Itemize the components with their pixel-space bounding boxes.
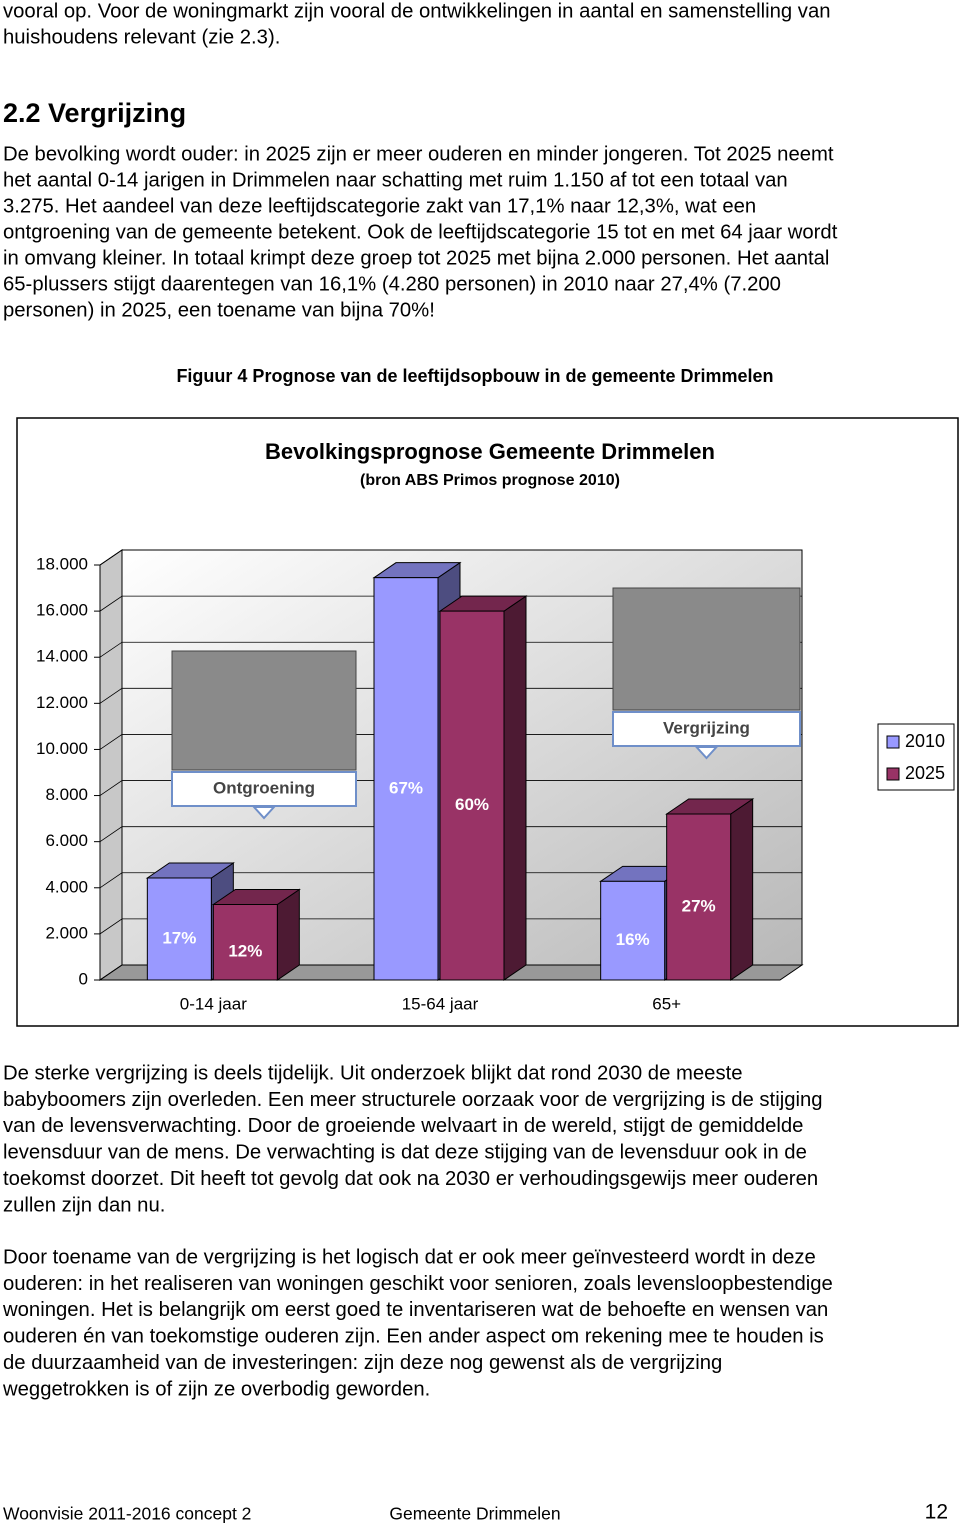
x-tick-label: 65+ (652, 994, 681, 1013)
bar (666, 813, 732, 981)
text-line: Door toename van de vergrijzing is het l… (3, 1246, 816, 1268)
photo (612, 587, 801, 711)
bar (600, 880, 666, 981)
text-line: zullen zijn dan nu. (3, 1194, 165, 1216)
y-tick-label: 4.000 (45, 877, 88, 896)
footer-left: Woonvisie 2011-2016 concept 2 (3, 1504, 251, 1524)
x-tick-label: 15-64 jaar (402, 994, 479, 1013)
bar-side (730, 798, 754, 981)
text-line: de duurzaamheid van de investeringen: zi… (3, 1352, 722, 1374)
grid-line (99, 918, 802, 935)
bar-side (503, 595, 527, 981)
text-line: toekomst doorzet. Dit heeft tot gevolg d… (3, 1168, 818, 1190)
chart-title: Bevolkingsprognose Gemeente Drimmelen (265, 439, 715, 464)
grid-line (99, 826, 802, 842)
page-number: 12 (925, 1501, 948, 1524)
photo-arrow (694, 746, 719, 760)
y-tick-label: 16.000 (36, 601, 88, 620)
footer-center: Gemeente Drimmelen (389, 1504, 560, 1524)
figure-caption: Figuur 4 Prognose van de leeftijdsopbouw… (176, 366, 773, 386)
text-line: ouderen én van toekomstige ouderen zijn.… (3, 1326, 824, 1348)
text-line: levensduur van de mens. De verwachting i… (3, 1142, 807, 1164)
photo-banner (612, 711, 801, 747)
legend-label: 2025 (905, 763, 945, 783)
bar (439, 610, 505, 981)
y-tick-label: 14.000 (36, 647, 88, 666)
photo-label: Ontgroening (213, 778, 315, 797)
bar (146, 877, 212, 981)
y-tick-label: 6.000 (45, 831, 88, 850)
legend-swatch (886, 735, 900, 749)
y-tick-label: 12.000 (36, 693, 88, 712)
share-label: 12% (228, 942, 262, 961)
y-tick-label: 0 (79, 969, 88, 988)
grid-line (99, 549, 802, 566)
photo-label: Vergrijzing (663, 718, 750, 737)
text-line: 3.275. Het aandeel van deze leeftijdscat… (3, 195, 756, 217)
bar (212, 903, 278, 981)
text-line: De sterke vergrijzing is deels tijdelijk… (3, 1062, 743, 1084)
text-line: ouderen: in het realiseren van woningen … (3, 1273, 833, 1295)
text-line: weggetrokken is of zijn ze overbodig gew… (2, 1378, 430, 1400)
bar (373, 577, 439, 981)
text-line: woningen. Het is belangrijk om eerst goe… (2, 1299, 828, 1321)
y-tick-label: 2.000 (45, 923, 88, 942)
y-tick-label: 10.000 (36, 739, 88, 758)
photo-arrow (251, 806, 277, 820)
text-line: het aantal 0-14 jarigen in Drimmelen naa… (3, 169, 788, 191)
share-label: 16% (616, 930, 650, 949)
grid-line (99, 641, 802, 658)
grid-line (99, 687, 802, 704)
share-label: 27% (682, 896, 716, 915)
text-line: babyboomers zijn overleden. Een meer str… (3, 1089, 823, 1111)
grid-line (99, 964, 802, 981)
share-label: 17% (162, 928, 196, 947)
text-line: in omvang kleiner. In totaal krimpt deze… (3, 247, 829, 269)
bar-side (276, 888, 300, 981)
text-line: 65-plussers stijgt daarentegen van 16,1%… (3, 273, 781, 295)
share-label: 60% (455, 795, 489, 814)
text-line: De bevolking wordt ouder: in 2025 zijn e… (3, 143, 834, 165)
text-line: van de levensverwachting. Door de groeie… (3, 1115, 803, 1137)
side-wall (99, 549, 123, 981)
x-tick-label: 0-14 jaar (180, 994, 247, 1013)
legend-label: 2010 (905, 731, 945, 751)
grid-line (99, 734, 802, 750)
chart-subtitle: (bron ABS Primos prognose 2010) (360, 472, 620, 489)
grid-line (99, 872, 802, 889)
text-line: personen) in 2025, een toename van bijna… (3, 299, 435, 321)
grid-line (99, 595, 802, 612)
y-tick-label: 18.000 (36, 554, 88, 573)
legend-swatch (886, 767, 900, 781)
section-heading: 2.2 Vergrijzing (3, 98, 186, 128)
text-line: vooral op. Voor de woningmarkt zijn voor… (3, 0, 831, 22)
text-line: huishoudens relevant (zie 2.3). (3, 26, 280, 48)
share-label: 67% (389, 778, 423, 797)
photo (171, 650, 357, 771)
grid-line (99, 780, 802, 796)
text-line: ontgroening van de gemeente betekent. Oo… (3, 221, 838, 243)
y-tick-label: 8.000 (45, 785, 88, 804)
